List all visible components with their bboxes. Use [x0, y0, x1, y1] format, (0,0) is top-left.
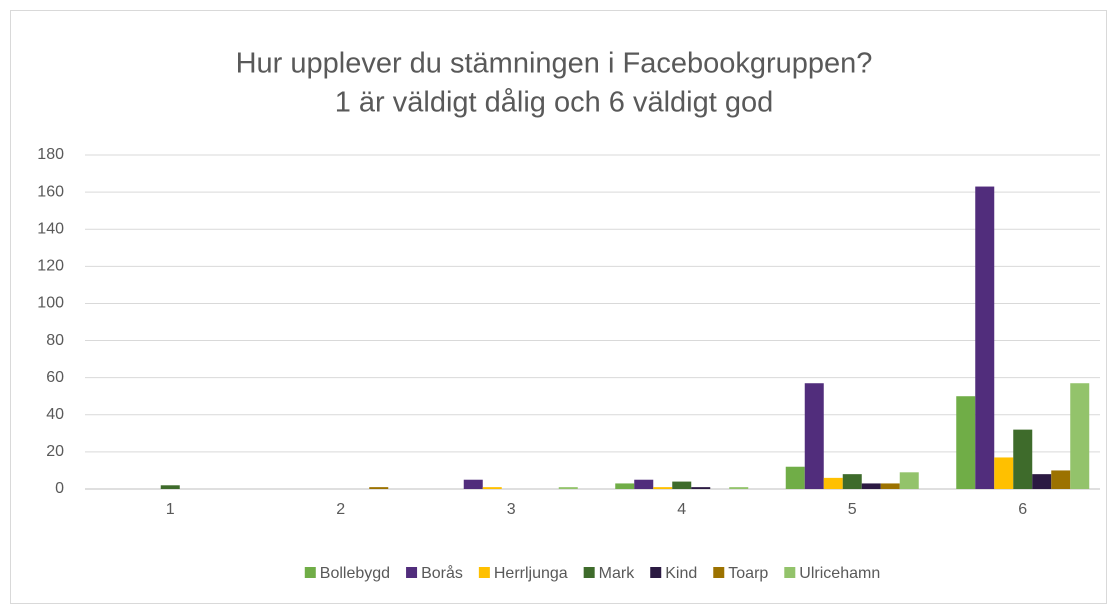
bar	[160, 485, 180, 489]
bar	[558, 487, 578, 489]
x-tick-label: 2	[336, 501, 345, 518]
legend-swatch	[478, 567, 490, 578]
bar	[956, 396, 976, 489]
bar	[899, 472, 919, 489]
chart-title: Hur upplever du stämningen i Facebookgru…	[236, 48, 873, 80]
bar	[1032, 474, 1052, 489]
y-tick-label: 120	[37, 258, 64, 275]
bar	[994, 457, 1014, 489]
bar	[369, 487, 389, 489]
bar	[463, 479, 483, 489]
bar	[672, 481, 692, 489]
bar	[1051, 470, 1071, 489]
x-tick-label: 6	[1018, 501, 1027, 518]
bar	[880, 483, 900, 489]
legend-label: Kind	[665, 565, 697, 582]
y-tick-label: 100	[37, 295, 64, 312]
bar	[804, 383, 824, 489]
legend-swatch	[713, 567, 725, 578]
chart-subtitle: 1 är väldigt dålig och 6 väldigt god	[335, 87, 774, 119]
bar	[823, 477, 843, 489]
y-tick-label: 20	[46, 443, 64, 460]
bar	[482, 487, 502, 489]
y-tick-label: 180	[37, 146, 64, 163]
x-tick-label: 4	[677, 501, 686, 518]
bar	[729, 487, 749, 489]
bar	[691, 487, 711, 489]
y-tick-label: 60	[46, 369, 64, 386]
bar	[975, 186, 995, 490]
bar	[1070, 383, 1090, 489]
chart-border	[10, 10, 1107, 604]
legend-label: Herrljunga	[494, 565, 568, 582]
y-tick-label: 140	[37, 220, 64, 237]
legend-swatch	[304, 567, 316, 578]
x-tick-label: 1	[166, 501, 175, 518]
legend-label: Ulricehamn	[799, 565, 880, 582]
bar	[615, 483, 635, 489]
legend-swatch	[583, 567, 595, 578]
legend-swatch	[650, 567, 662, 578]
legend-label: Bollebygd	[320, 565, 390, 582]
bar	[634, 479, 654, 489]
legend-label: Toarp	[728, 565, 768, 582]
bar	[861, 483, 881, 489]
legend-label: Borås	[421, 564, 463, 582]
y-tick-label: 160	[37, 183, 64, 200]
legend-swatch	[406, 567, 418, 578]
legend-label: Mark	[599, 565, 636, 582]
bar	[785, 466, 805, 489]
bar	[653, 487, 673, 489]
bar	[1013, 429, 1033, 489]
y-tick-label: 80	[46, 332, 64, 349]
x-tick-label: 5	[848, 501, 857, 518]
x-tick-label: 3	[507, 501, 516, 518]
y-tick-label: 40	[46, 406, 64, 423]
bar	[842, 474, 862, 489]
legend-swatch	[784, 567, 796, 578]
y-tick-label: 0	[55, 480, 64, 497]
